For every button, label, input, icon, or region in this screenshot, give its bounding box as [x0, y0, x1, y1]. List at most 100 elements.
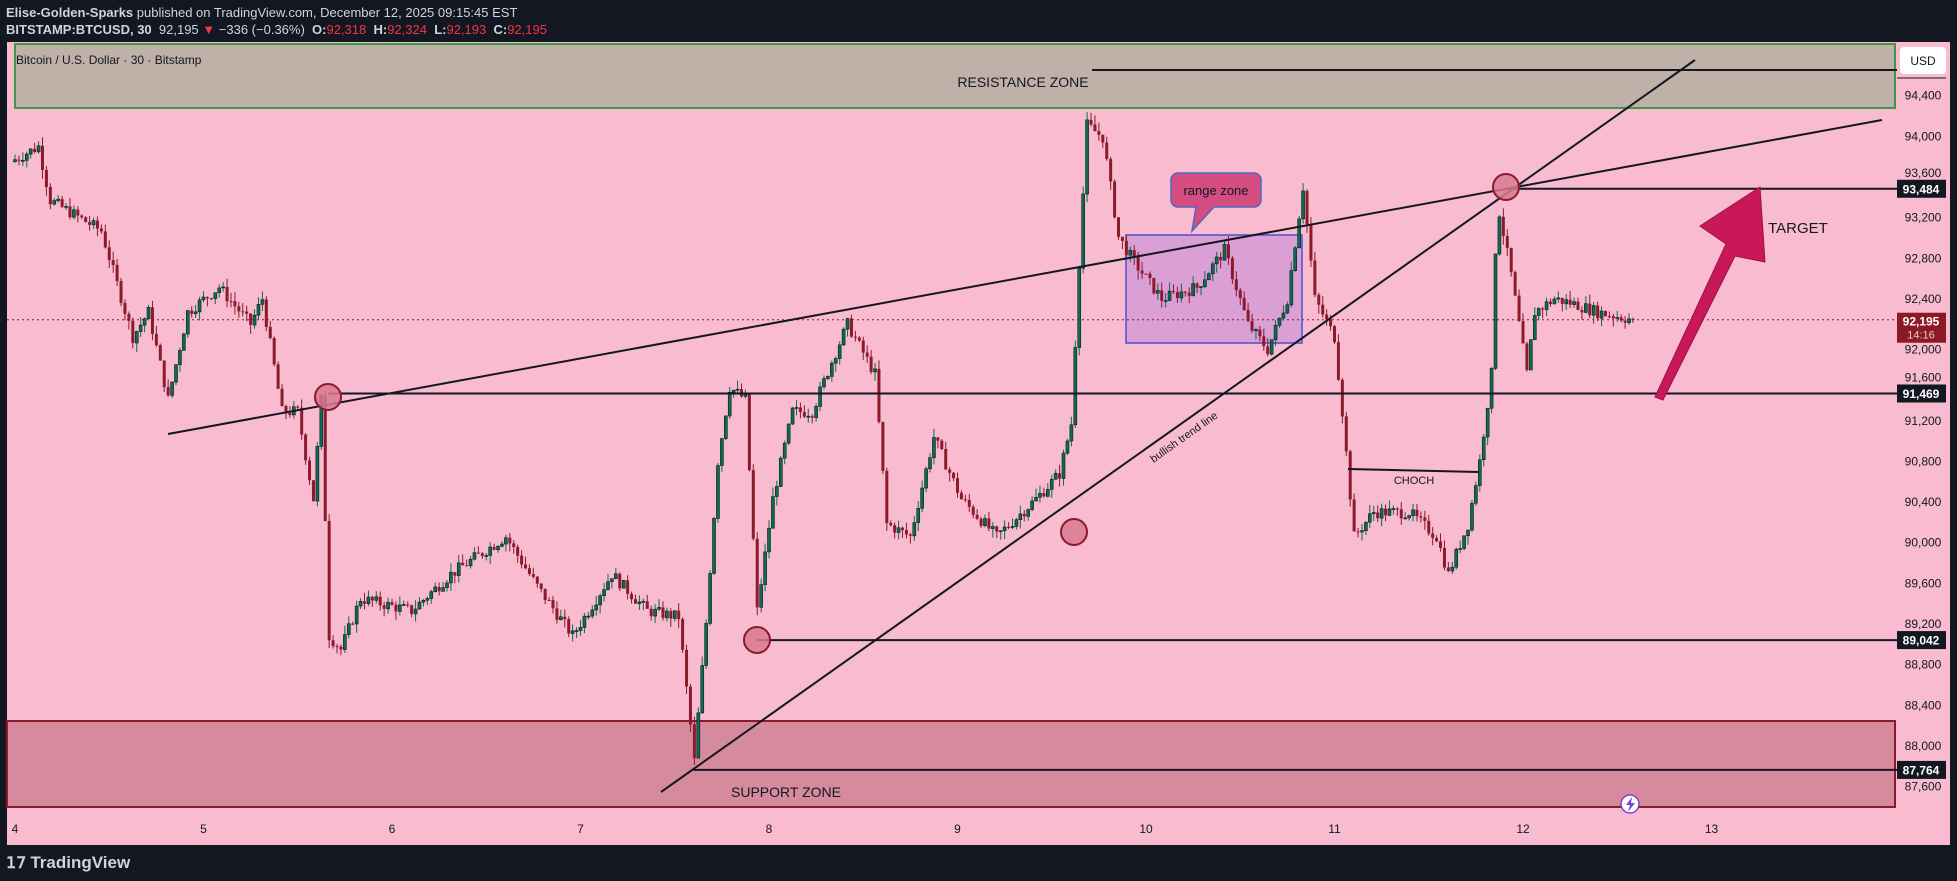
- candle: [1376, 512, 1380, 519]
- touch-point-circle[interactable]: [1060, 518, 1088, 546]
- candle: [370, 596, 374, 601]
- candle: [881, 421, 885, 471]
- candle: [1069, 424, 1074, 442]
- rising-trend-line[interactable]: [167, 119, 1883, 435]
- symbol-line: BITSTAMP:BTCUSD, 30 92,195 ▼ −336 (−0.36…: [6, 22, 547, 37]
- resistance-zone[interactable]: [14, 43, 1896, 109]
- candle: [339, 646, 343, 650]
- candle: [520, 555, 524, 565]
- candle: [91, 220, 96, 226]
- touch-point-circle[interactable]: [743, 626, 771, 654]
- candle: [1599, 310, 1604, 319]
- candle: [245, 311, 249, 314]
- candle: [233, 301, 237, 307]
- candle: [123, 302, 127, 314]
- currency-button[interactable]: [1900, 47, 1946, 74]
- candle: [1525, 343, 1529, 371]
- candle: [488, 546, 492, 556]
- candle: [237, 306, 241, 312]
- candle: [1226, 244, 1230, 259]
- candle: [837, 344, 842, 359]
- candle: [1368, 513, 1372, 523]
- candle: [1258, 329, 1262, 337]
- candle: [1269, 339, 1274, 355]
- candle: [1325, 314, 1329, 320]
- candle: [260, 299, 265, 305]
- candle: [268, 326, 272, 339]
- candle: [1018, 513, 1023, 520]
- target-arrow-icon[interactable]: [1654, 186, 1766, 401]
- touch-point-circle[interactable]: [314, 383, 342, 411]
- candle: [417, 601, 422, 610]
- candle: [559, 616, 563, 620]
- candle: [304, 434, 308, 461]
- candle: [468, 558, 473, 567]
- price-axis[interactable]: [1897, 42, 1950, 845]
- price-tick-label: 88,000: [1905, 739, 1942, 753]
- range-zone-callout[interactable]: [1170, 172, 1262, 234]
- candle: [1124, 240, 1128, 256]
- candle: [1262, 336, 1266, 347]
- candle: [449, 571, 453, 584]
- touch-point-circle[interactable]: [1492, 173, 1520, 201]
- candle: [1584, 303, 1588, 313]
- candle: [386, 601, 390, 610]
- candle: [1399, 509, 1403, 519]
- triangle-down-icon: ▼: [202, 22, 216, 37]
- candle: [433, 586, 437, 592]
- candle: [535, 576, 539, 584]
- candle: [1238, 290, 1242, 298]
- publisher-line: Elise-Golden-Sparks published on Trading…: [6, 5, 517, 20]
- candle: [665, 610, 669, 619]
- candle: [107, 247, 111, 261]
- candle: [1273, 325, 1278, 341]
- choch-line[interactable]: [1347, 468, 1480, 473]
- candle: [1611, 316, 1615, 319]
- candle: [1489, 368, 1494, 409]
- candle: [201, 296, 206, 301]
- candle: [1497, 216, 1502, 255]
- candle: [1132, 250, 1136, 258]
- candle: [36, 145, 41, 153]
- candle: [327, 520, 331, 641]
- price-chart[interactable]: Bitcoin / U.S. Dollar · 30 · Bitstamp ra…: [0, 0, 1957, 845]
- candle: [158, 345, 162, 361]
- candle: [1509, 247, 1513, 273]
- candle: [1155, 290, 1160, 294]
- support-zone[interactable]: [6, 720, 1896, 808]
- author-name[interactable]: Elise-Golden-Sparks: [6, 5, 134, 20]
- tradingview-logo[interactable]: 𝟣𝟩 TradingView: [6, 853, 130, 873]
- candle: [590, 609, 595, 617]
- current-price-badge: [1897, 312, 1946, 343]
- candle: [1481, 436, 1486, 461]
- candle: [1450, 566, 1455, 572]
- candle: [1501, 216, 1505, 236]
- candle: [280, 388, 284, 407]
- candle: [830, 362, 834, 377]
- candle: [1580, 310, 1584, 313]
- candle: [1002, 526, 1007, 532]
- lightning-icon[interactable]: [1620, 794, 1640, 814]
- candle: [547, 600, 551, 602]
- candle: [1073, 347, 1078, 426]
- candle: [1293, 247, 1298, 271]
- candle: [1058, 473, 1062, 479]
- candle: [893, 525, 897, 533]
- candle: [1466, 529, 1470, 537]
- bullish-trend-line[interactable]: [660, 59, 1696, 793]
- candle: [127, 313, 131, 321]
- candle: [759, 584, 763, 608]
- candle: [1387, 508, 1392, 516]
- candle: [182, 333, 186, 351]
- candle: [512, 543, 516, 547]
- price-tick-label: 88,800: [1905, 658, 1942, 672]
- candle: [1191, 283, 1195, 297]
- candle: [877, 368, 881, 422]
- candle: [1246, 309, 1250, 321]
- candle: [1536, 308, 1541, 316]
- candle: [1588, 303, 1592, 316]
- candle: [1544, 301, 1549, 310]
- candle: [704, 623, 708, 666]
- candle: [1148, 273, 1152, 278]
- high-value: 92,324: [387, 22, 427, 37]
